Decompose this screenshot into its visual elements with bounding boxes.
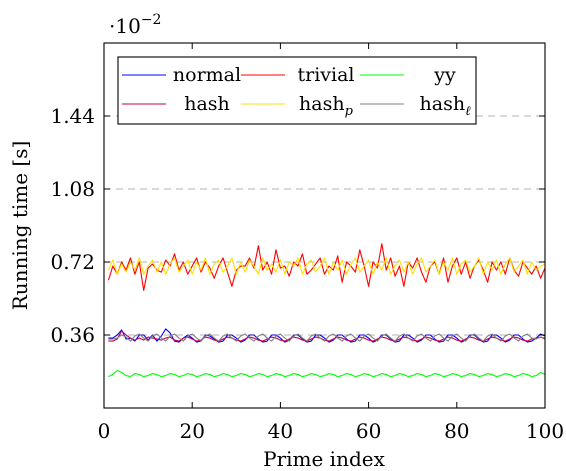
series-line-hash-l xyxy=(108,333,546,342)
legend-label-trivial: trivial xyxy=(297,64,354,86)
series-line-yy xyxy=(108,369,546,378)
series-line-trivial xyxy=(107,243,546,291)
legend-label-normal: normal xyxy=(173,64,241,86)
y-scale-multiplier: ·10−2 xyxy=(109,12,161,38)
x-tick-label: 100 xyxy=(526,419,564,443)
grid-lines xyxy=(104,115,545,336)
y-tick-label: 0.72 xyxy=(50,250,95,274)
legend-label-hash: hash xyxy=(184,93,230,115)
y-tick-label: 1.44 xyxy=(50,104,95,128)
plot-frame xyxy=(103,42,546,409)
y-tick-label: 1.08 xyxy=(50,177,95,201)
legend-label-hash-p: hashp xyxy=(299,93,354,119)
series-line-hash-p xyxy=(107,257,546,275)
legend-box xyxy=(117,56,477,125)
x-axis-label: Prime index xyxy=(263,447,385,471)
x-tick-label: 60 xyxy=(356,419,381,443)
y-scale-base: ·10 xyxy=(109,14,141,38)
legend-entries: normal trivial yy hash hashp hashℓ xyxy=(122,64,471,119)
x-tick-label: 40 xyxy=(268,419,293,443)
x-tick-label: 80 xyxy=(444,419,469,443)
y-tick-label: 0.36 xyxy=(50,323,95,347)
axis-ticks xyxy=(103,43,546,408)
x-tick-label: 20 xyxy=(179,419,204,443)
legend: normal trivial yy hash hashp hashℓ xyxy=(117,56,477,125)
series-lines xyxy=(107,243,546,378)
x-tick-label: 0 xyxy=(98,419,111,443)
y-scale-exponent: −2 xyxy=(141,12,162,28)
legend-label-hash-l: hashℓ xyxy=(420,93,472,119)
y-axis-label: Running time [s] xyxy=(8,141,32,311)
legend-label-yy: yy xyxy=(433,64,456,86)
